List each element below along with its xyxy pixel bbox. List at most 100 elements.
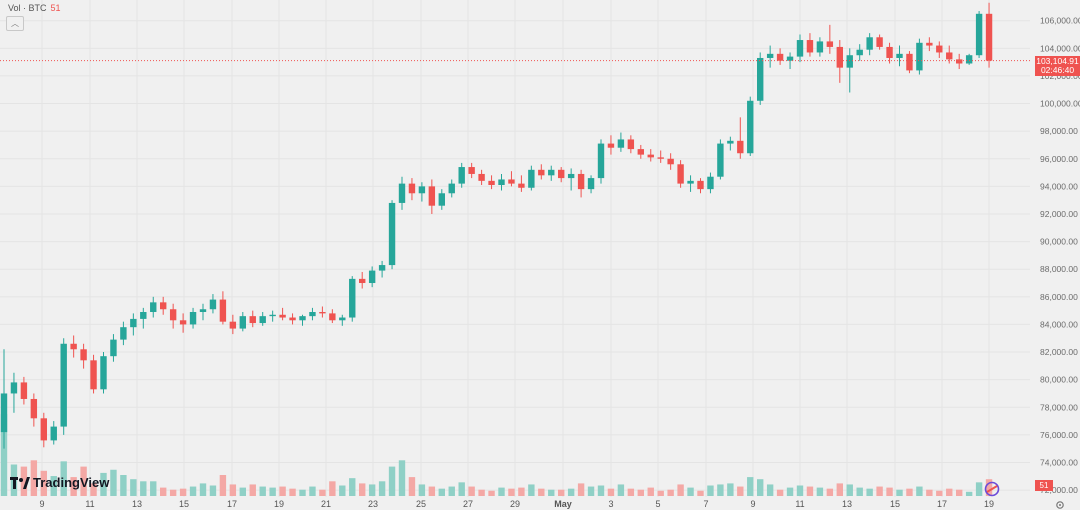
candle-body	[776, 53, 784, 61]
chart-grid	[0, 0, 1030, 497]
current-price-label: 103,104.91 02:46:40	[1035, 55, 1080, 76]
time-tick-label: 3	[608, 499, 613, 509]
candle-body	[737, 140, 744, 154]
price-tick-label: 74,000.00	[1040, 457, 1078, 467]
candle-body	[110, 339, 117, 357]
candle-body	[607, 143, 615, 148]
candle-body	[846, 55, 853, 68]
volume-bar	[617, 484, 625, 496]
volume-bar	[120, 475, 127, 496]
volume-bar	[398, 460, 406, 496]
price-tick-label: 90,000.00	[1040, 237, 1078, 247]
time-tick-label: May	[554, 499, 572, 509]
candle-body	[548, 169, 555, 176]
candle-body	[150, 302, 157, 313]
candle-body	[388, 202, 396, 266]
candle-body	[717, 143, 724, 177]
volume-bar	[528, 484, 535, 496]
volume-bar	[538, 488, 545, 496]
time-tick-label: 13	[842, 499, 852, 509]
volume-bar	[826, 488, 834, 496]
price-tick-label: 102,000.00	[1040, 71, 1080, 81]
candle-body	[130, 318, 137, 328]
candle-body	[587, 178, 595, 190]
volume-bar	[667, 489, 674, 496]
time-tick-label: 11	[85, 499, 94, 509]
candle-body	[866, 37, 873, 50]
candle-body	[975, 13, 983, 56]
volume-bar	[757, 479, 764, 496]
candle-body	[816, 41, 824, 53]
volume-bar	[30, 460, 38, 496]
time-tick-label: 29	[510, 499, 520, 509]
candle-body	[687, 180, 694, 184]
volume-bar	[587, 486, 595, 496]
price-axis[interactable]: 106,000.00 104,000.00 102,000.00 100,000.00…	[1040, 16, 1080, 495]
time-axis[interactable]: 9 11 13 15 17 19 21 23 25 27 29 May 3 5 7 9 11 13 15 17 19	[39, 499, 994, 509]
volume-bar	[0, 414, 8, 496]
candle-body	[956, 59, 963, 64]
candle-body	[349, 278, 356, 318]
candle-body	[70, 343, 77, 350]
time-tick-label: 19	[274, 499, 284, 509]
price-tick-label: 98,000.00	[1040, 126, 1078, 136]
volume-bar	[876, 486, 883, 496]
candle-body	[458, 167, 465, 184]
volume-bar	[727, 483, 734, 496]
candle-body	[637, 149, 644, 155]
volume-bar	[886, 487, 893, 496]
candle-body	[309, 312, 316, 317]
collapse-indicator-button[interactable]: ︿	[6, 16, 24, 31]
time-tick-label: 11	[795, 499, 804, 509]
candle-body	[249, 316, 256, 324]
volume-bar	[458, 482, 465, 496]
price-tick-label: 86,000.00	[1040, 292, 1078, 302]
candle-body	[169, 309, 177, 321]
volume-bar	[607, 488, 615, 496]
candle-body	[727, 140, 734, 144]
tradingview-logo[interactable]: TradingView	[10, 475, 109, 490]
volume-bar	[916, 486, 923, 496]
candle-body	[826, 41, 834, 47]
volume-bar	[269, 487, 276, 496]
volume-bar	[359, 483, 366, 496]
volume-bar	[199, 483, 207, 496]
time-tick-label: 19	[984, 499, 994, 509]
volume-bar	[90, 483, 97, 496]
candle-body	[160, 302, 167, 310]
gear-icon[interactable]	[1055, 500, 1065, 510]
replay-icon[interactable]	[984, 481, 1000, 497]
volume-bar	[846, 484, 853, 496]
candle-body	[896, 53, 903, 58]
volume-bar	[349, 478, 356, 496]
candle-body	[916, 42, 923, 71]
volume-bar	[806, 486, 814, 496]
volume-bar	[309, 486, 316, 496]
candle-body	[567, 173, 575, 179]
candle-body	[418, 186, 426, 194]
bar-countdown: 02:46:40	[1040, 64, 1075, 75]
volume-bar	[498, 487, 505, 496]
current-price-value: 103,104.91	[1036, 55, 1079, 66]
candle-body	[50, 426, 57, 441]
price-tick-label: 78,000.00	[1040, 402, 1078, 412]
candle-body	[199, 309, 207, 313]
volume-indicator-header[interactable]: Vol · BTC 51	[8, 3, 61, 13]
volume-bar	[468, 486, 475, 496]
price-tick-label: 76,000.00	[1040, 430, 1078, 440]
price-tick-label: 100,000.00	[1040, 99, 1080, 109]
volume-bar	[229, 484, 237, 496]
candle-body	[448, 183, 455, 194]
volume-bar	[388, 466, 396, 496]
volume-bars	[0, 414, 993, 496]
candle-body	[229, 321, 237, 329]
volume-bar	[677, 484, 684, 496]
candle-body	[707, 176, 714, 190]
candle-body	[478, 173, 485, 181]
price-tick-label: 82,000.00	[1040, 347, 1078, 357]
volume-bar	[866, 488, 873, 496]
volume-bar	[219, 475, 227, 496]
candle-body	[906, 53, 913, 71]
volume-bar	[717, 484, 724, 496]
